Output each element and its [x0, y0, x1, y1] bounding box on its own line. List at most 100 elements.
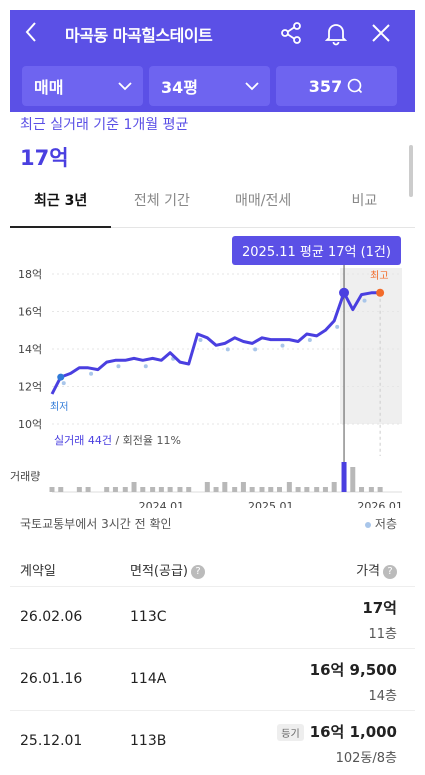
table-row[interactable]: 26.02.06 113C 17억 11층: [10, 586, 415, 648]
x-tick-label: 2025.01: [248, 500, 294, 508]
volume-bar: [277, 487, 282, 492]
back-icon[interactable]: [20, 20, 44, 44]
volume-bar: [341, 462, 347, 492]
chart-legend: 저층: [364, 515, 397, 532]
trade-point: [335, 324, 340, 329]
source-note: 국토교통부에서 3시간 전 확인: [20, 517, 172, 531]
period-tabs: 최근 3년 전체 기간 매매/전세 비교: [10, 184, 415, 228]
trade-point: [198, 338, 203, 342]
tab-recent-3y[interactable]: 최근 3년: [10, 184, 112, 228]
trade-point: [280, 343, 285, 348]
volume-bar: [240, 482, 246, 492]
registered-badge: 등기: [277, 724, 304, 741]
chart-tooltip: 2025.11 평균 17억 (1건): [232, 236, 401, 265]
x-tick-label: 2026.01: [357, 500, 403, 508]
row-area: 113C: [130, 609, 167, 625]
trade-point: [116, 364, 121, 369]
trade-point: [143, 364, 148, 369]
comments-button[interactable]: 357: [276, 66, 397, 106]
volume-bar: [49, 487, 55, 492]
volume-bar: [158, 487, 164, 492]
volume-bar: [58, 487, 64, 492]
volume-bar: [76, 487, 82, 492]
row-floor: 102동/8층: [335, 751, 397, 766]
close-icon[interactable]: [368, 20, 394, 46]
trade-point: [225, 347, 230, 352]
row-area: 114A: [130, 671, 167, 687]
turnover-rate: / 회전율 11%: [112, 434, 181, 447]
comment-icon: [347, 78, 363, 94]
row-price: 16억 9,500: [309, 661, 397, 679]
deal-type-value: 매매: [34, 78, 64, 97]
area-value: 34평: [161, 78, 198, 97]
row-price: 17억: [362, 599, 397, 617]
volume-bar: [85, 487, 91, 492]
header-date: 계약일: [20, 564, 56, 579]
header-price: 가격?: [356, 560, 397, 579]
bell-icon[interactable]: [323, 20, 349, 46]
volume-bar: [186, 487, 192, 492]
selected-point: [339, 287, 350, 298]
x-tick-label: 2024.01: [139, 500, 185, 508]
help-icon[interactable]: ?: [190, 564, 205, 579]
row-price: 등기 16억 1,000: [277, 721, 397, 742]
tab-all-period[interactable]: 전체 기간: [133, 193, 190, 209]
volume-bar: [122, 487, 128, 492]
header: 마곡동 마곡힐스테이트 매매 34평: [10, 10, 415, 112]
summary-subtitle: 최근 실거래 기준 1개월 평균: [20, 117, 189, 133]
volume-bar: [249, 487, 255, 492]
help-icon[interactable]: ?: [383, 564, 397, 579]
chevron-down-icon: [118, 82, 132, 91]
trade-point: [61, 381, 66, 386]
volume-bar: [204, 482, 210, 492]
tab-compare[interactable]: 비교: [351, 193, 378, 209]
table-row[interactable]: 26.01.16 114A 16억 9,500 14층: [10, 648, 415, 710]
trade-count: 실거래 44건: [54, 434, 112, 447]
volume-bar: [295, 487, 301, 492]
share-icon[interactable]: [278, 20, 304, 46]
summary-price: 17억: [20, 146, 69, 170]
volume-bar: [314, 487, 320, 492]
volume-bar: [177, 487, 183, 492]
area-select[interactable]: 34평: [149, 66, 270, 106]
trade-point: [307, 338, 312, 342]
volume-bar: [268, 487, 274, 492]
scrollbar[interactable]: [409, 145, 413, 197]
row-date: 26.02.06: [20, 609, 83, 625]
row-date: 25.12.01: [20, 733, 83, 749]
volume-bar: [167, 487, 173, 492]
volume-bar: [222, 482, 228, 492]
volume-bar: [112, 487, 118, 492]
table-header: 계약일 면적(공급)? 가격?: [10, 550, 415, 586]
min-point: [57, 373, 65, 381]
volume-bar: [331, 482, 337, 492]
trade-point: [362, 298, 367, 303]
trade-point: [89, 371, 94, 376]
y-tick-label: 14억: [18, 343, 42, 356]
trade-point: [253, 347, 258, 352]
volume-bar: [377, 487, 383, 492]
y-tick-label: 16억: [18, 306, 42, 319]
title-bar: 마곡동 마곡힐스테이트: [10, 10, 415, 56]
volume-bar: [232, 487, 238, 492]
volume-bar: [213, 487, 219, 492]
trade-stats: 실거래 44건 / 회전율 11%: [54, 434, 181, 447]
volume-bar: [150, 487, 156, 492]
y-tick-label: 18억: [18, 268, 42, 281]
header-area-label: 면적(공급): [130, 564, 188, 579]
tab-sale-lease[interactable]: 매매/전세: [235, 193, 292, 209]
filter-bar: 매매 34평 357: [22, 66, 403, 106]
table-row[interactable]: 25.12.01 113B 등기 16억 1,000 102동/8층: [10, 710, 415, 772]
volume-bar: [286, 482, 292, 492]
deal-type-select[interactable]: 매매: [22, 66, 143, 106]
price-chart[interactable]: 18억 16억 14억 12억 10억 최저 최고 실거래 44건 / 회전율 11% 거래량 2…: [10, 228, 415, 513]
volume-bar: [359, 487, 365, 492]
page-title: 마곡동 마곡힐스테이트: [65, 26, 213, 45]
min-label: 최저: [50, 401, 68, 413]
legend-label: 저층: [374, 517, 397, 531]
chevron-down-icon: [245, 82, 259, 91]
comments-count: 357: [308, 76, 343, 96]
volume-bar: [259, 487, 265, 492]
max-point: [376, 288, 385, 297]
